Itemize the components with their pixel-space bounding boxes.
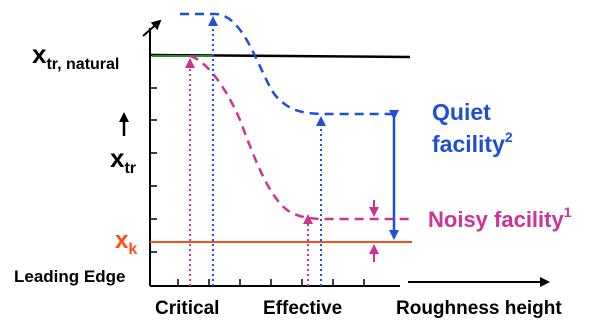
x-axis-ticks	[177, 279, 365, 286]
quiet-facility-label-line2: facility2	[432, 129, 513, 157]
roughness-height-label: Roughness height	[396, 298, 562, 319]
y-axis-arrow	[142, 19, 162, 37]
quiet-facility-label-line1: Quiet	[432, 99, 491, 125]
noisy-facility-curve	[189, 54, 410, 221]
noisy-facility-label: Noisy facility1	[428, 204, 572, 232]
quiet-facility-curve	[180, 12, 395, 116]
x-tr-natural-label: xtr, natural	[32, 39, 119, 73]
x-k-label: xk	[115, 227, 137, 258]
leading-edge-label: Leading Edge	[14, 267, 125, 286]
critical-label: Critical	[155, 298, 219, 319]
x-tr-label: xtr	[110, 143, 136, 177]
effective-label: Effective	[263, 298, 342, 319]
y-axis-ticks	[150, 87, 157, 253]
